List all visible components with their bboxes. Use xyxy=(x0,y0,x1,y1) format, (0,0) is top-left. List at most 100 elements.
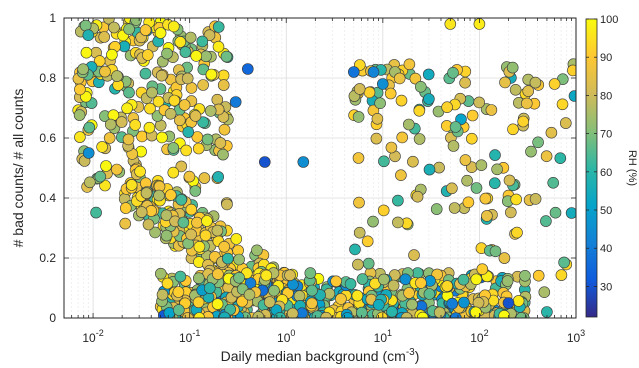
scatter-point xyxy=(547,177,560,189)
scatter-point xyxy=(212,21,225,33)
scatter-point xyxy=(201,133,214,146)
scatter-point xyxy=(407,155,419,168)
tick-marks xyxy=(64,17,576,319)
scatter-point xyxy=(479,192,492,205)
scatter-point xyxy=(422,68,435,81)
scatter-point xyxy=(304,267,317,279)
scatter-point xyxy=(153,189,165,202)
scatter-point xyxy=(139,24,152,36)
scatter-point xyxy=(361,235,374,248)
scatter-point xyxy=(376,78,389,90)
scatter-point xyxy=(74,83,86,96)
scatter-point xyxy=(96,141,108,153)
scatter-point xyxy=(104,118,117,131)
scatter-point xyxy=(509,84,522,96)
scatter-point xyxy=(378,155,390,168)
scatter-point xyxy=(144,102,156,115)
scatter-point xyxy=(457,273,470,286)
scatter-point xyxy=(403,287,415,299)
scatter-point xyxy=(503,174,516,187)
scatter-point xyxy=(378,273,390,286)
scatter-point xyxy=(441,101,453,113)
scatter-point xyxy=(152,95,165,108)
scatter-point xyxy=(173,304,185,316)
scatter-point xyxy=(175,194,188,206)
scatter-point xyxy=(306,297,318,310)
scatter-point xyxy=(502,297,515,309)
scatter-point xyxy=(402,118,415,131)
scatter-point xyxy=(193,312,206,318)
y-tick-label: 1 xyxy=(49,11,56,25)
scatter-point xyxy=(220,50,233,63)
scatter-point xyxy=(190,50,202,62)
scatter-point xyxy=(108,21,120,34)
scatter-point xyxy=(532,269,545,282)
scatter-point xyxy=(142,218,155,231)
scatter-point xyxy=(433,161,445,174)
scatter-point xyxy=(191,216,203,229)
points-layer xyxy=(72,18,576,318)
scatter-point xyxy=(352,258,364,271)
scatter-point xyxy=(123,23,135,36)
scatter-point xyxy=(121,102,133,115)
scatter-point xyxy=(167,142,180,154)
scatter-point xyxy=(155,69,168,82)
scatter-point xyxy=(119,217,131,230)
scatter-point xyxy=(84,176,96,189)
scatter-point xyxy=(142,49,154,61)
scatter-point xyxy=(217,79,230,91)
scatter-point xyxy=(393,72,406,85)
scatter-point xyxy=(525,145,537,158)
scatter-point xyxy=(406,298,418,311)
scatter-point xyxy=(384,87,397,100)
scatter-point xyxy=(218,123,231,136)
scatter-point xyxy=(94,170,107,183)
scatter-point xyxy=(362,257,375,270)
scatter-point xyxy=(155,267,167,280)
scatter-point xyxy=(529,193,542,205)
scatter-point xyxy=(199,229,212,242)
scatter-point xyxy=(372,298,385,311)
scatter-point xyxy=(538,286,551,299)
scatter-point xyxy=(532,136,544,149)
scatter-point xyxy=(125,179,138,191)
scatter-point xyxy=(522,85,535,97)
scatter-point xyxy=(82,147,95,159)
scatter-point xyxy=(222,252,234,265)
scatter-point xyxy=(347,66,360,78)
scatter-point xyxy=(224,303,236,316)
scatter-point xyxy=(260,269,273,282)
scatter-point xyxy=(517,115,530,128)
scatter-point xyxy=(181,72,194,85)
scatter-point xyxy=(165,189,177,201)
scatter-point xyxy=(212,268,224,280)
scatter-point xyxy=(98,31,110,43)
scatter-point xyxy=(217,148,229,161)
scatter-point xyxy=(149,226,161,239)
scatter-point xyxy=(554,152,567,164)
scatter-point xyxy=(413,133,426,145)
scatter-point xyxy=(100,160,112,172)
scatter-point xyxy=(352,152,365,164)
colorbar-tick-label: 90 xyxy=(600,52,612,64)
scatter-point xyxy=(182,126,195,138)
scatter-point xyxy=(461,174,473,187)
scatter-point xyxy=(353,196,365,209)
scatter-point xyxy=(335,293,347,305)
scatter-point xyxy=(221,198,233,211)
scatter-point xyxy=(374,97,386,109)
scatter-point xyxy=(168,94,181,107)
scatter-point xyxy=(351,289,364,302)
scatter-point xyxy=(349,243,361,256)
scatter-point xyxy=(146,86,158,99)
scatter-point xyxy=(371,113,384,125)
scatter-point xyxy=(447,67,459,79)
scatter-point xyxy=(160,209,173,222)
scatter-point xyxy=(399,273,412,286)
scatter-point xyxy=(473,96,486,109)
scatter-point xyxy=(156,131,168,144)
scatter-point xyxy=(211,224,224,237)
scatter-point xyxy=(498,310,510,318)
y-tick-label: 0.6 xyxy=(39,131,56,145)
scatter-point xyxy=(370,132,383,145)
